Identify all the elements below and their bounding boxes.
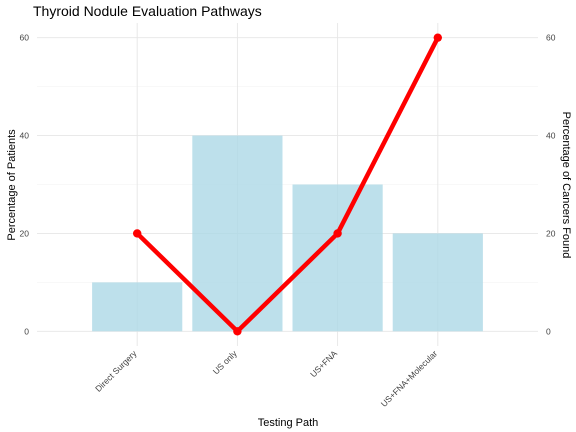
x-tick-label: US+FNA <box>308 348 339 379</box>
y2-axis-title: Percentage of Cancers Found <box>560 112 572 259</box>
y2-tick-label: 40 <box>546 131 556 141</box>
x-ticks: Direct Surgery US only US+FNA US+FNA+Molecu… <box>93 348 439 409</box>
x-tick-label: Direct Surgery <box>93 348 139 394</box>
y-ticks-right: 0 20 40 60 <box>546 33 556 337</box>
chart-title: Thyroid Nodule Evaluation Pathways <box>33 3 262 19</box>
series-point <box>433 33 442 42</box>
series-point <box>133 229 142 238</box>
series-line-path <box>134 35 441 334</box>
series-line <box>133 33 442 336</box>
y-tick-label: 20 <box>20 228 30 238</box>
y-tick-label: 40 <box>20 131 30 141</box>
bar <box>192 135 283 332</box>
series-point <box>333 229 342 238</box>
y-axis-title: Percentage of Patients <box>6 129 18 241</box>
y-tick-label: 60 <box>20 33 30 43</box>
bar <box>292 184 383 332</box>
x-tick-label: US only <box>211 348 240 377</box>
x-tick-label: US+FNA+Molecular <box>379 348 440 409</box>
y2-tick-label: 0 <box>546 326 551 336</box>
y-ticks-left: 0 20 40 60 <box>20 33 30 337</box>
bar <box>92 282 183 332</box>
bars <box>92 135 483 332</box>
series-point <box>233 327 242 336</box>
bar <box>392 233 483 332</box>
x-axis-title: Testing Path <box>258 417 319 429</box>
y-tick-label: 0 <box>24 326 29 336</box>
y2-tick-label: 60 <box>546 33 556 43</box>
y2-tick-label: 20 <box>546 228 556 238</box>
